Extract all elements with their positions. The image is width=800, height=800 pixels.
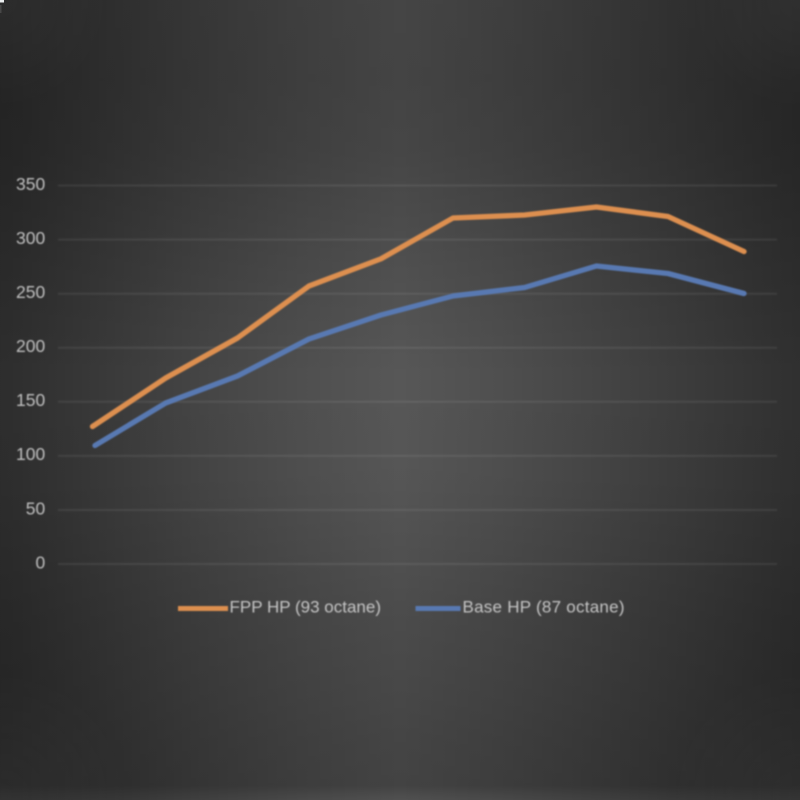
- svg-text:200: 200: [16, 336, 45, 356]
- svg-text:0: 0: [35, 552, 45, 572]
- svg-text:100: 100: [16, 444, 45, 464]
- svg-text:250: 250: [16, 282, 45, 302]
- svg-text:350: 350: [16, 174, 45, 194]
- svg-text:50: 50: [26, 498, 46, 518]
- svg-text:FPP HP (93 octane): FPP HP (93 octane): [230, 598, 382, 617]
- svg-text:Base HP (87 octane): Base HP (87 octane): [463, 598, 625, 617]
- svg-text:150: 150: [16, 390, 45, 410]
- svg-text:300: 300: [16, 228, 45, 248]
